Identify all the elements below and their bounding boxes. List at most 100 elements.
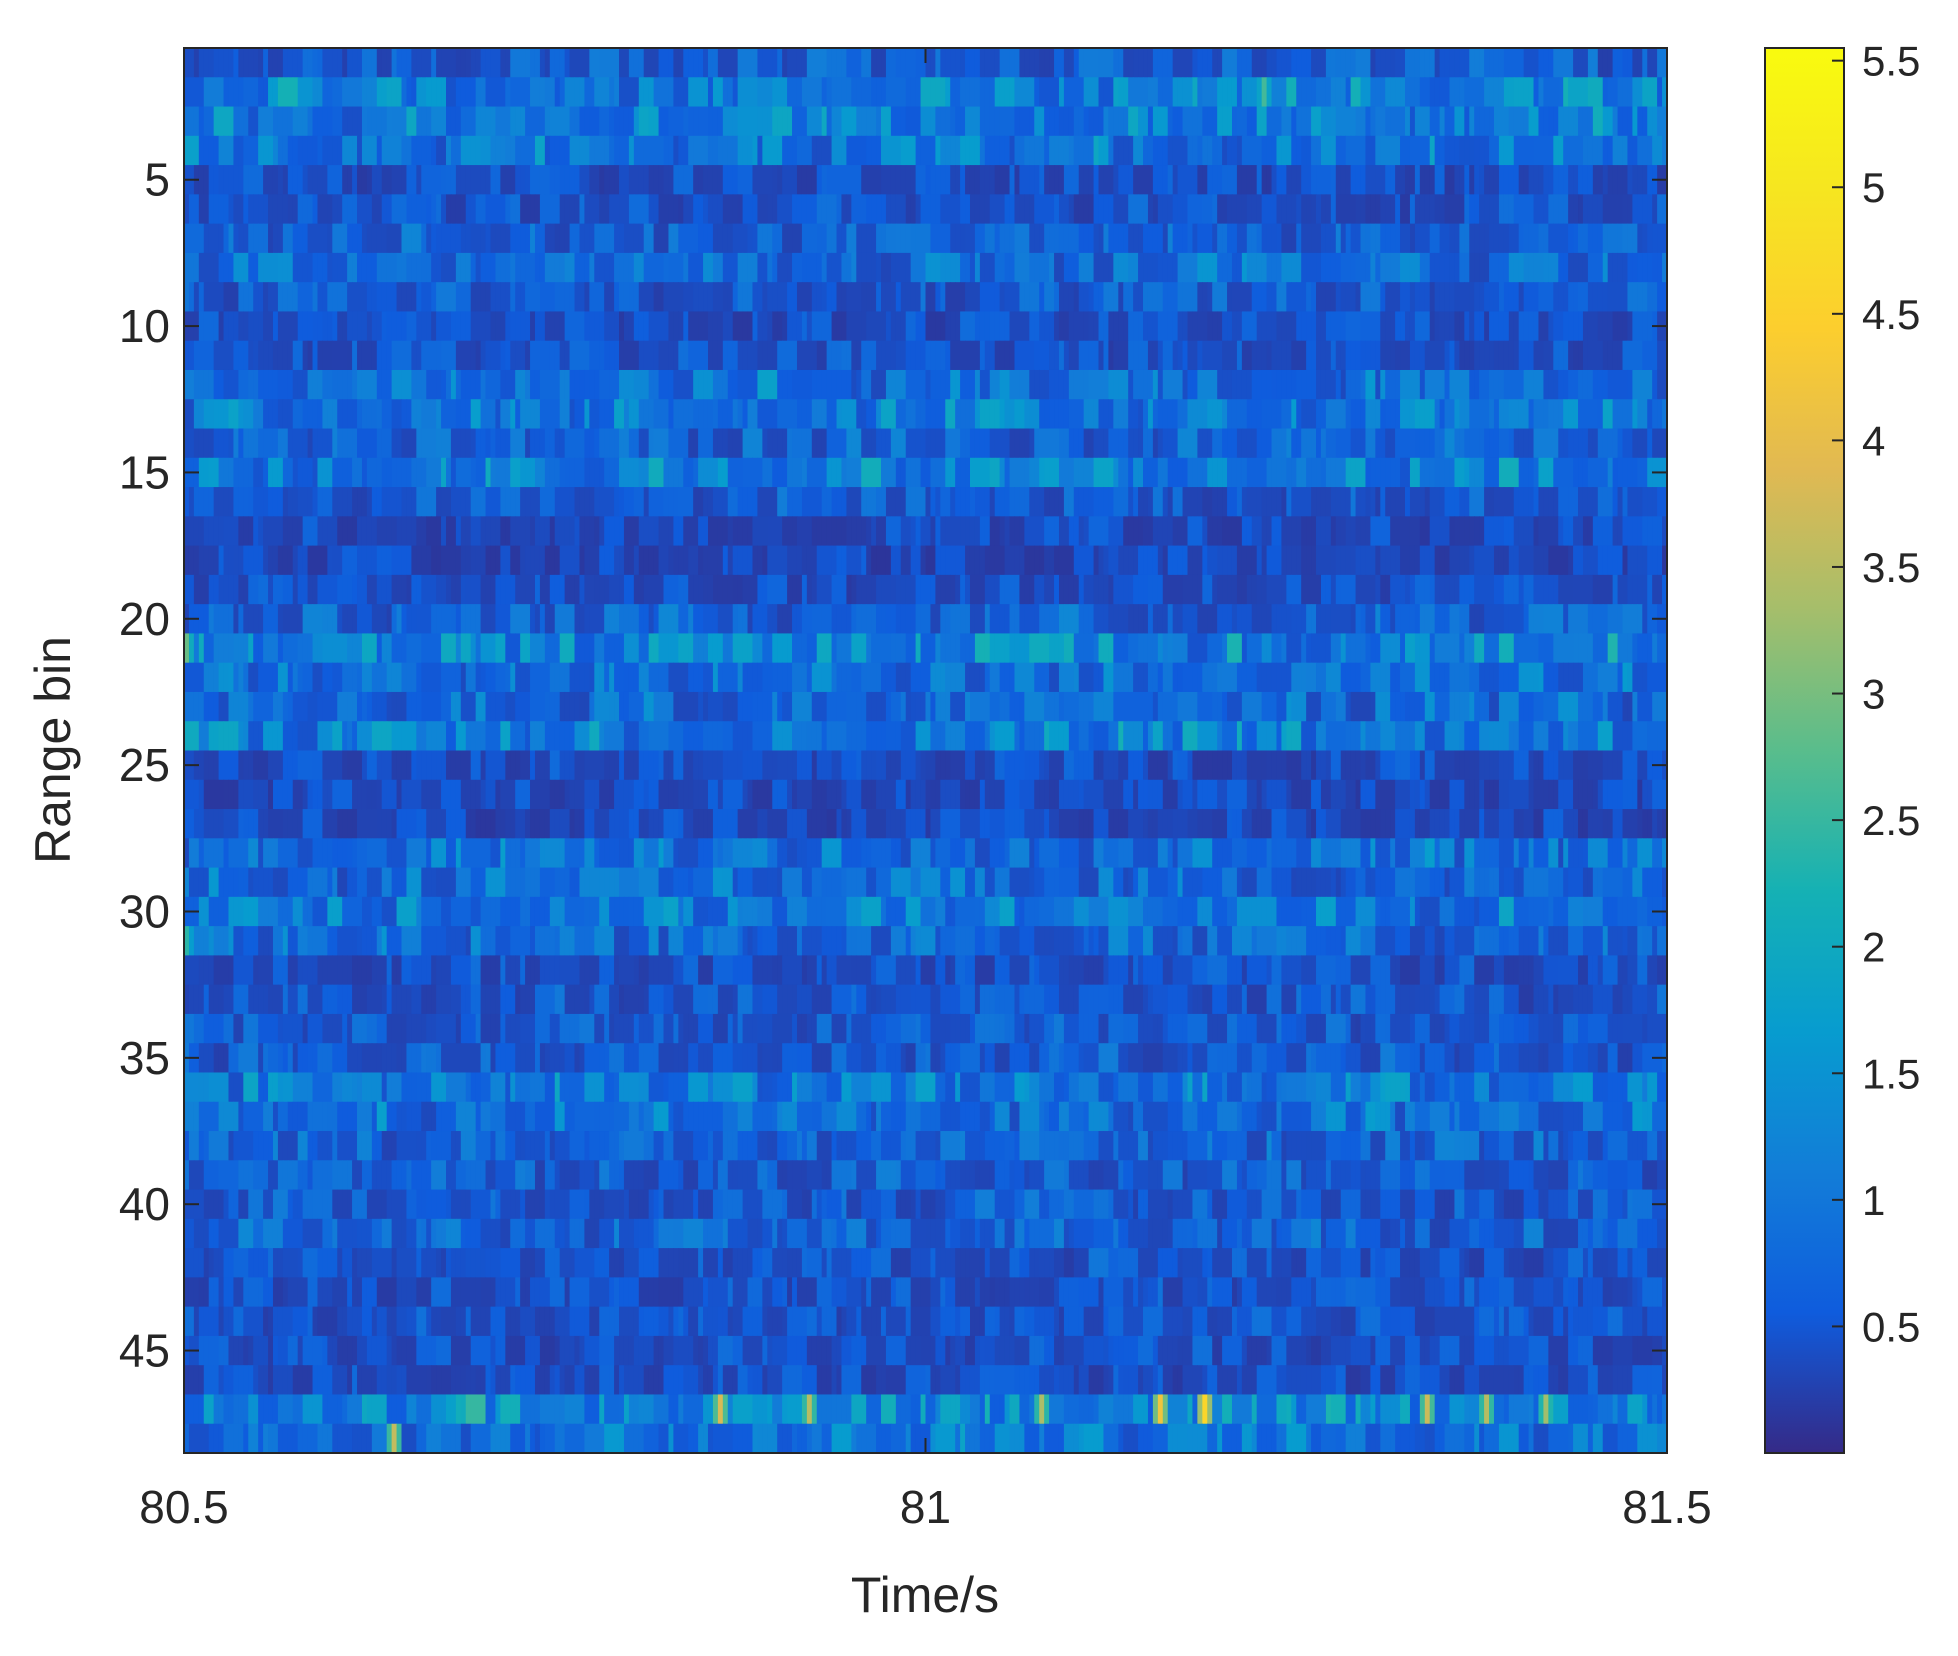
heatmap-cell: [436, 223, 442, 254]
heatmap-cell: [406, 252, 412, 283]
heatmap-cell: [1592, 77, 1599, 108]
heatmap-cell: [347, 106, 353, 137]
heatmap-cell: [876, 487, 882, 517]
heatmap-cell: [1241, 194, 1248, 225]
heatmap-cell: [871, 369, 877, 400]
heatmap-cell: [1029, 48, 1035, 78]
heatmap-cell: [253, 399, 259, 430]
heatmap-cell: [1622, 135, 1629, 166]
heatmap-cell: [1469, 428, 1475, 459]
heatmap-cell: [1533, 252, 1540, 283]
heatmap-cell: [1602, 48, 1609, 78]
heatmap-cell: [1479, 282, 1485, 313]
heatmap-cell: [623, 487, 630, 517]
heatmap-cell: [352, 311, 358, 342]
heatmap-cell: [861, 399, 867, 430]
heatmap-cell: [376, 194, 383, 225]
heatmap-cell: [851, 369, 857, 400]
heatmap-cell: [1246, 77, 1253, 108]
heatmap-cell: [935, 48, 941, 78]
heatmap-cell: [203, 282, 210, 313]
heatmap-cell: [238, 457, 244, 488]
heatmap-cell: [406, 399, 412, 430]
heatmap-cell: [327, 428, 333, 459]
heatmap-cell: [287, 311, 294, 342]
heatmap-cell: [727, 399, 734, 430]
heatmap-cell: [1118, 457, 1124, 488]
heatmap-cell: [876, 457, 882, 488]
heatmap-cell: [1128, 252, 1134, 283]
heatmap-cell: [184, 48, 190, 78]
heatmap-cell: [663, 106, 670, 137]
heatmap-cell: [292, 48, 299, 78]
heatmap-cell: [821, 223, 828, 254]
heatmap-cell: [1231, 487, 1238, 517]
heatmap-cell: [925, 516, 932, 547]
heatmap-cell: [1405, 194, 1411, 225]
heatmap-cell: [1266, 428, 1273, 459]
heatmap-cell: [633, 428, 640, 459]
heatmap-cell: [198, 194, 205, 225]
heatmap-cell: [851, 252, 857, 283]
heatmap-cell: [1157, 194, 1164, 225]
heatmap-cell: [628, 516, 635, 547]
heatmap-cell: [263, 516, 269, 547]
heatmap-cell: [1563, 252, 1569, 283]
heatmap-cell: [228, 516, 235, 547]
heatmap-cell: [1340, 311, 1347, 342]
heatmap-cell: [1172, 457, 1179, 488]
heatmap-cell: [717, 77, 724, 108]
heatmap-cell: [520, 399, 526, 430]
heatmap-cell: [589, 48, 595, 78]
heatmap-cell: [1528, 487, 1535, 517]
heatmap-cell: [554, 311, 561, 342]
heatmap-cell: [658, 457, 665, 488]
heatmap-cell: [1493, 165, 1500, 195]
heatmap-cell: [253, 457, 259, 488]
heatmap-cell: [1662, 106, 1668, 137]
heatmap-cell: [722, 223, 729, 254]
heatmap-cell: [1335, 77, 1342, 108]
heatmap-cell: [391, 340, 398, 371]
heatmap-cell: [1286, 252, 1292, 283]
heatmap-cell: [796, 487, 803, 517]
heatmap-cell: [203, 399, 210, 430]
heatmap-cell: [1296, 399, 1302, 430]
heatmap-cell: [1098, 282, 1105, 313]
heatmap-cell: [455, 77, 462, 108]
heatmap-cell: [1054, 194, 1060, 225]
heatmap-cell: [915, 194, 922, 225]
heatmap-cell: [1627, 428, 1633, 459]
heatmap-cell: [1627, 340, 1633, 371]
heatmap-cell: [1123, 48, 1129, 78]
heatmap-cell: [431, 252, 437, 283]
heatmap-cell: [1103, 135, 1109, 166]
heatmap-cell: [955, 457, 961, 488]
heatmap-cell: [228, 428, 235, 459]
heatmap-cell: [302, 282, 309, 313]
heatmap-cell: [1414, 106, 1421, 137]
heatmap-cell: [1503, 311, 1510, 342]
heatmap-cell: [688, 340, 694, 371]
heatmap-cell: [1632, 135, 1638, 166]
heatmap-cell: [406, 487, 412, 517]
heatmap-cell: [530, 77, 536, 108]
heatmap-cell: [441, 77, 447, 108]
heatmap-cell: [1123, 165, 1129, 195]
heatmap-cell: [910, 106, 917, 137]
heatmap-cell: [1227, 165, 1233, 195]
heatmap-cell: [1212, 106, 1218, 137]
heatmap-cell: [1400, 428, 1406, 459]
heatmap-cell: [376, 282, 383, 313]
heatmap-cell: [223, 516, 230, 547]
heatmap-cell: [401, 282, 408, 313]
heatmap-cell: [589, 135, 595, 166]
heatmap-cell: [1014, 516, 1021, 547]
heatmap-cell: [1241, 457, 1248, 488]
heatmap-cell: [1212, 48, 1218, 78]
heatmap-cell: [1311, 428, 1317, 459]
heatmap-cell: [361, 399, 368, 430]
heatmap-cell: [1409, 428, 1416, 459]
heatmap-cell: [974, 282, 981, 313]
heatmap-cell: [653, 340, 660, 371]
